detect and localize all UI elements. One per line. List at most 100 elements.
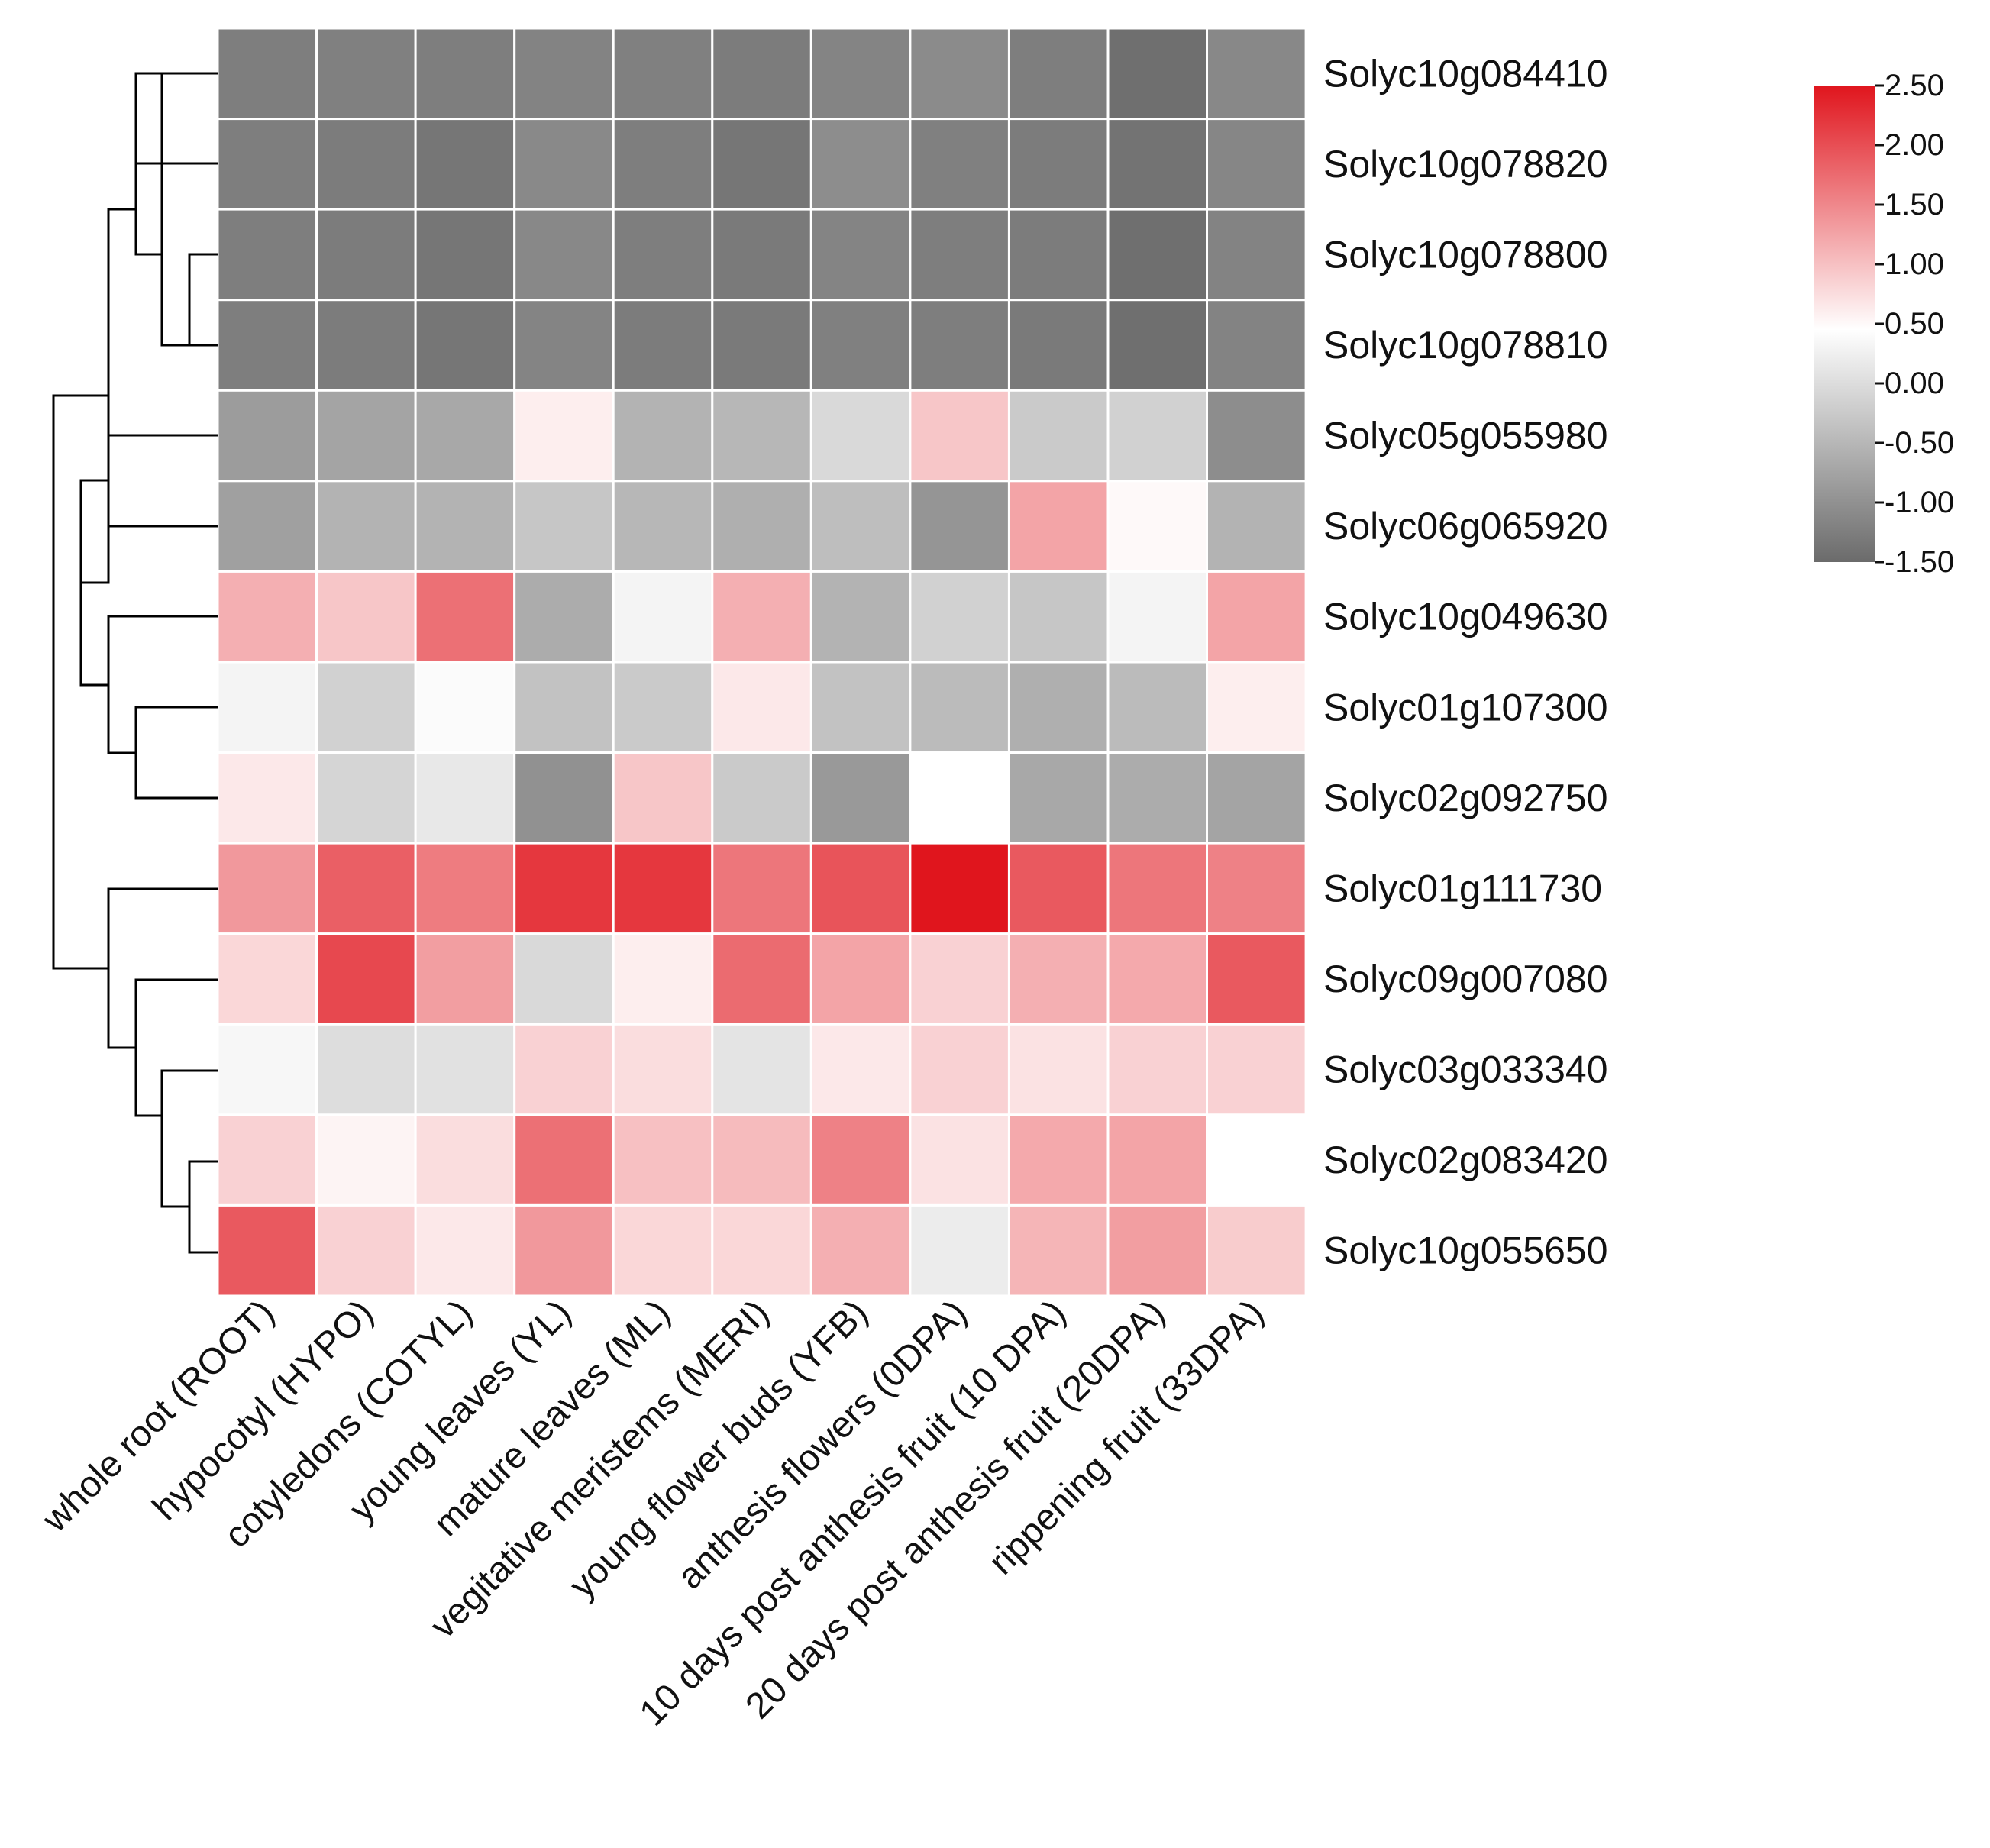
heatmap-cell — [909, 27, 1011, 121]
row-label: Solyc10g084410 — [1323, 52, 1608, 95]
row-label: Solyc03g033340 — [1323, 1048, 1608, 1091]
heatmap-cell — [909, 842, 1011, 935]
colorbar-tick-label: 2.00 — [1885, 128, 1944, 162]
heatmap-cell — [909, 570, 1011, 664]
heatmap-cell — [1007, 208, 1110, 302]
heatmap-cell — [612, 389, 714, 483]
heatmap-cell — [711, 208, 812, 302]
heatmap-cell — [809, 1113, 912, 1207]
heatmap-cell — [1206, 570, 1307, 664]
heatmap-cell — [1007, 118, 1110, 211]
heatmap-cell — [315, 1023, 417, 1116]
heatmap-cell — [909, 118, 1011, 211]
heatmap-cell — [414, 1203, 516, 1297]
heatmap-cell — [909, 751, 1011, 845]
heatmap-cell — [809, 1203, 912, 1297]
heatmap-cell — [414, 570, 516, 664]
dendrogram-branch-g1a — [134, 72, 218, 256]
heatmap-cell — [612, 27, 714, 121]
colorbar: 2.50 2.00 1.50 1.00 0.50 0.00 -0.50 -1.00 -1.50 — [1814, 69, 1954, 579]
heatmap-cell — [711, 118, 812, 211]
heatmap-cell — [513, 480, 615, 573]
heatmap-cell — [216, 118, 318, 211]
heatmap-cell — [809, 842, 912, 935]
colorbar-tick-label: 2.50 — [1885, 69, 1944, 102]
heatmap-cell — [414, 389, 516, 483]
heatmap-cell — [1007, 932, 1110, 1026]
heatmap-cell — [809, 27, 912, 121]
heatmap-cell — [809, 208, 912, 302]
heatmap-cell — [1106, 932, 1209, 1026]
heatmap-cell — [315, 299, 417, 392]
heatmap-cell — [1106, 299, 1209, 392]
colorbar-tick-label: -0.50 — [1885, 426, 1954, 460]
row-label: Solyc01g107300 — [1323, 686, 1608, 729]
row-label: Solyc10g078800 — [1323, 233, 1608, 276]
heatmap-cell — [1106, 751, 1209, 845]
heatmap-cell — [216, 1023, 318, 1116]
heatmap-cell — [1106, 1113, 1209, 1207]
heatmap-cell — [315, 389, 417, 483]
heatmap-cell — [711, 932, 812, 1026]
heatmap-cell — [612, 842, 714, 935]
heatmap-cell — [216, 27, 318, 121]
heatmap-cell — [711, 570, 812, 664]
heatmap-cell — [1106, 1023, 1209, 1116]
heatmap-cell — [414, 661, 516, 754]
heatmap-cell — [909, 1023, 1011, 1116]
heatmap-cell — [1007, 1203, 1110, 1297]
heatmap-cell — [909, 1113, 1011, 1207]
dendrogram-branch-g1 — [160, 72, 218, 347]
heatmap-cell — [513, 208, 615, 302]
colorbar-tick-label: -1.50 — [1885, 545, 1954, 579]
dendrogram-branch-g4 — [107, 887, 218, 1254]
row-label: Solyc09g007080 — [1323, 958, 1608, 1000]
heatmap-cell — [809, 480, 912, 573]
heatmap-cell — [216, 480, 318, 573]
heatmap-cell — [711, 480, 812, 573]
colorbar-ticks: 2.50 2.00 1.50 1.00 0.50 0.00 -0.50 -1.00 -1.50 — [1875, 69, 1954, 579]
heatmap-cell — [1007, 1113, 1110, 1207]
heatmap-cell — [711, 842, 812, 935]
heatmap-cell — [1106, 118, 1209, 211]
dendrogram-branch-root — [52, 394, 108, 970]
heatmap-cell — [513, 118, 615, 211]
row-label: Solyc02g083420 — [1323, 1139, 1608, 1181]
heatmap-cell — [315, 1203, 417, 1297]
column-labels: whole root (ROOT)hypocotyl (HYPO)cotyled… — [34, 1292, 1271, 1733]
row-dendrogram — [52, 72, 218, 1254]
heatmap-cell — [711, 1113, 812, 1207]
heatmap-cell — [513, 1203, 615, 1297]
colorbar-tick-label: 0.50 — [1885, 307, 1944, 341]
heatmap-cell — [513, 1113, 615, 1207]
heatmap-cell — [1007, 27, 1110, 121]
heatmap-cell — [612, 570, 714, 664]
heatmap-cell — [711, 1203, 812, 1297]
heatmap-cell — [809, 118, 912, 211]
heatmap-cell — [1206, 480, 1307, 573]
heatmap-cell — [414, 1023, 516, 1116]
heatmap-cell — [1007, 661, 1110, 754]
heatmap-cell — [612, 751, 714, 845]
row-label: Solyc10g078820 — [1323, 143, 1608, 186]
heatmap-cell — [612, 1023, 714, 1116]
heatmap-cell — [711, 27, 812, 121]
heatmap-cell — [809, 299, 912, 392]
heatmap-cell — [315, 118, 417, 211]
heatmap-cell — [909, 299, 1011, 392]
heatmap-cell — [414, 299, 516, 392]
row-labels: Solyc10g084410 Solyc10g078820 Solyc10g0788… — [1323, 52, 1608, 1271]
row-label: Solyc01g111730 — [1323, 867, 1602, 909]
heatmap-cell — [612, 932, 714, 1026]
heatmap-cell — [1206, 118, 1307, 211]
heatmap-cell — [909, 208, 1011, 302]
heatmap-cell — [414, 480, 516, 573]
heatmap-cell — [1206, 299, 1307, 392]
heatmap-cell — [711, 661, 812, 754]
heatmap-cell — [315, 842, 417, 935]
heatmap-cell — [513, 661, 615, 754]
heatmap-cell — [612, 118, 714, 211]
heatmap-cell — [1007, 1023, 1110, 1116]
heatmap-cell — [216, 751, 318, 845]
